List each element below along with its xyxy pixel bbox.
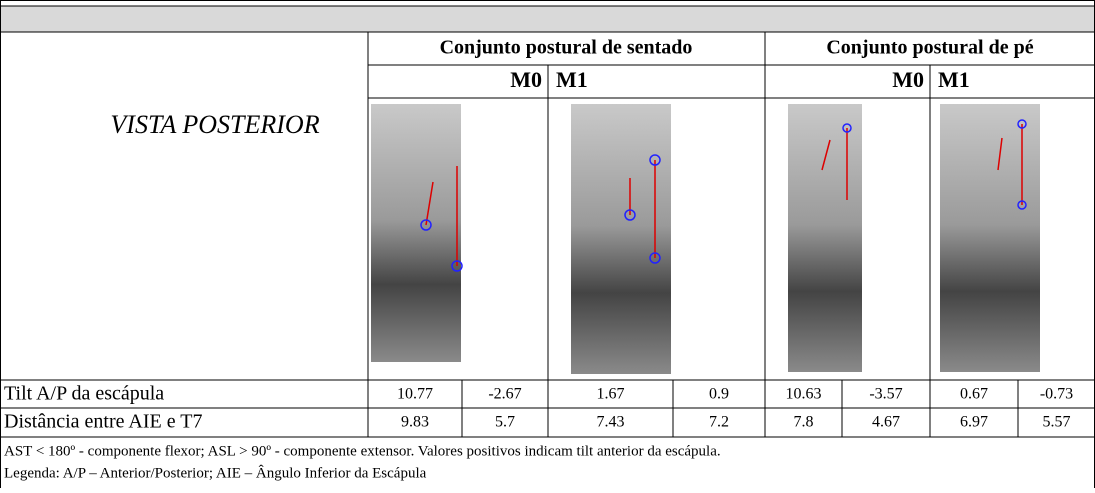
cell-value: 0.67 <box>960 386 988 403</box>
cell-value: 10.63 <box>786 386 822 403</box>
cell-value: 5.7 <box>495 414 515 431</box>
shaded-row <box>0 6 1095 32</box>
group-header: Conjunto postural de pé <box>826 37 1033 59</box>
group-header: Conjunto postural de sentado <box>440 37 693 59</box>
cell-value: 10.77 <box>397 386 433 403</box>
cell-value: 7.8 <box>794 414 814 431</box>
cell-value: -3.57 <box>869 386 902 403</box>
subheader: M1 <box>938 67 970 92</box>
cell-value: 0.9 <box>709 386 729 403</box>
subheader: M0 <box>892 67 924 92</box>
view-title: VISTA POSTERIOR <box>110 110 319 139</box>
cell-value: 7.43 <box>597 414 625 431</box>
photo <box>788 104 862 372</box>
photo <box>940 104 1040 372</box>
row-label: Tilt A/P da escápula <box>4 383 164 405</box>
subheader: M1 <box>556 67 588 92</box>
cell-value: -0.73 <box>1040 386 1073 403</box>
subheader: M0 <box>510 67 542 92</box>
cell-value: 1.67 <box>597 386 625 403</box>
note: Legenda: A/P – Anterior/Posterior; AIE –… <box>4 464 427 481</box>
cell-value: 5.57 <box>1043 414 1071 431</box>
cell-value: 6.97 <box>960 414 988 431</box>
cell-value: 4.67 <box>872 414 900 431</box>
row-label: Distância entre AIE e T7 <box>4 411 202 433</box>
cell-value: 9.83 <box>401 414 429 431</box>
document: VISTA POSTERIOR Conjunto postural de sen… <box>0 0 1095 488</box>
note: AST < 180º - componente flexor; ASL > 90… <box>4 443 721 459</box>
photo <box>571 104 671 374</box>
photos <box>371 104 1040 374</box>
cell-value: 7.2 <box>709 414 729 431</box>
cell-value: -2.67 <box>488 386 521 403</box>
photo <box>371 104 461 362</box>
